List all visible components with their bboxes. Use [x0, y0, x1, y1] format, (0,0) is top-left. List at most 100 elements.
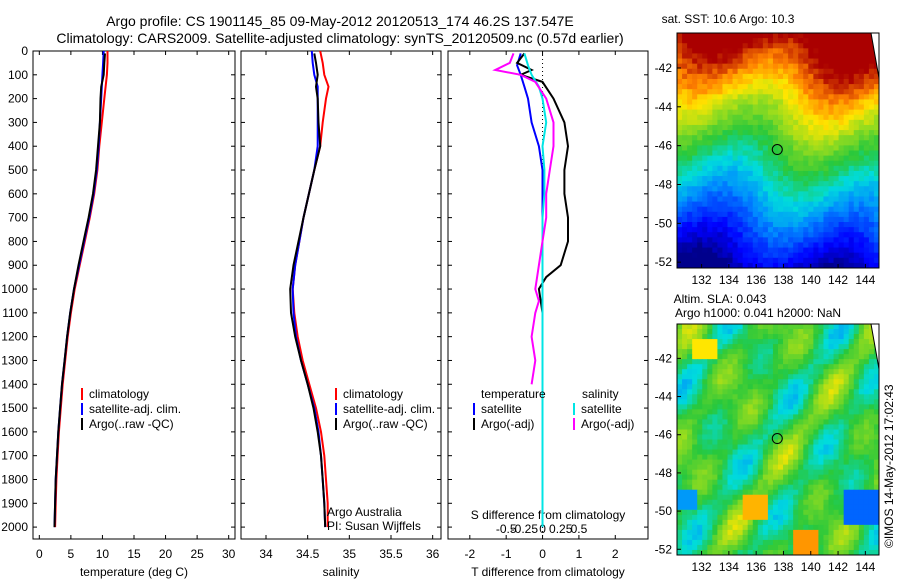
map-cell — [873, 160, 880, 167]
map-cell — [793, 489, 799, 496]
map-cell — [843, 364, 850, 370]
map-cell — [757, 409, 764, 415]
map-cell — [813, 354, 819, 360]
map-cell — [682, 53, 688, 60]
map-cell — [868, 216, 875, 223]
map-cell — [727, 109, 734, 116]
map-cell — [717, 519, 723, 526]
map-cell — [697, 150, 703, 157]
map-cell — [732, 434, 739, 440]
map-cell — [843, 404, 850, 410]
map-cell — [798, 186, 804, 192]
map-cell — [747, 394, 754, 400]
map-cell — [767, 84, 774, 90]
map-cell — [868, 262, 875, 269]
map-cell — [783, 519, 789, 526]
map-cell — [687, 384, 693, 390]
map-cell — [818, 514, 824, 521]
map-cell — [747, 514, 754, 521]
map-cell — [838, 78, 845, 85]
map-cell — [818, 155, 824, 162]
map-cell — [833, 469, 840, 476]
map-cell — [712, 99, 718, 106]
map-cell — [747, 534, 754, 541]
map-cell — [793, 191, 799, 197]
map-cell — [818, 150, 824, 157]
map-cell — [858, 419, 865, 425]
map-cell — [772, 459, 779, 466]
map-cell — [732, 539, 739, 546]
map-cell — [727, 242, 734, 249]
map-cell — [828, 237, 835, 243]
map-cell — [717, 399, 723, 405]
map-cell — [732, 176, 739, 182]
map-cell — [757, 404, 764, 410]
map-cell — [737, 514, 744, 521]
map-cell — [677, 324, 683, 330]
map-cell — [737, 186, 744, 192]
map-cell — [833, 344, 840, 350]
map-cell — [772, 181, 779, 187]
map-cell — [687, 84, 693, 90]
map-cell — [808, 155, 814, 162]
map-cell — [858, 494, 865, 501]
map-cell — [833, 354, 840, 360]
map-cell — [727, 409, 734, 415]
map-cell — [788, 324, 794, 330]
map-cell — [697, 504, 703, 511]
map-cell — [813, 135, 819, 141]
map-cell — [823, 329, 829, 335]
map-cell — [833, 544, 840, 551]
map-cell — [803, 329, 809, 335]
map-cell — [762, 439, 769, 446]
map-cell — [863, 344, 870, 350]
map-cell — [833, 529, 840, 536]
map-cell — [803, 379, 809, 385]
map-cell — [873, 78, 880, 85]
map-cell — [717, 53, 723, 60]
map-cell — [732, 354, 739, 360]
map-cell — [772, 160, 779, 167]
map-cell — [702, 242, 708, 249]
map-cell — [747, 459, 754, 466]
map-cell — [873, 519, 880, 526]
map-cell — [808, 78, 814, 85]
map-cell — [813, 489, 819, 496]
map-cell — [838, 464, 845, 471]
map-cell — [798, 404, 804, 410]
map-cell — [828, 384, 835, 390]
map-cell — [717, 242, 723, 249]
map-cell — [692, 181, 698, 187]
map-cell — [737, 359, 744, 365]
map-cell — [737, 73, 744, 80]
map-cell — [793, 339, 799, 345]
map-cell — [752, 211, 759, 218]
map-cell — [778, 384, 784, 390]
x-tick-label: 35.5 — [379, 547, 403, 561]
map-cell — [808, 374, 814, 380]
map-cell — [848, 519, 855, 526]
map-cell — [677, 469, 683, 476]
map-cell — [697, 459, 703, 466]
map-cell — [732, 53, 739, 60]
map-cell — [788, 99, 794, 106]
map-cell — [818, 227, 824, 233]
map-cell — [757, 145, 764, 151]
map-cell — [818, 489, 824, 496]
map-cell — [717, 237, 723, 243]
map-cell — [692, 237, 698, 243]
map-cell — [732, 247, 739, 254]
map-cell — [717, 155, 723, 162]
y-tick-label: -48 — [655, 466, 673, 480]
map-cell — [813, 504, 819, 511]
map-cell — [783, 124, 789, 131]
map-cell — [767, 114, 774, 121]
map-cell — [783, 424, 789, 430]
map-cell — [793, 499, 799, 506]
map-cell — [868, 529, 875, 536]
map-cell — [767, 150, 774, 157]
map-cell — [873, 262, 880, 269]
map-cell — [752, 449, 759, 456]
map-cell — [687, 324, 693, 330]
map-cell — [707, 201, 713, 208]
